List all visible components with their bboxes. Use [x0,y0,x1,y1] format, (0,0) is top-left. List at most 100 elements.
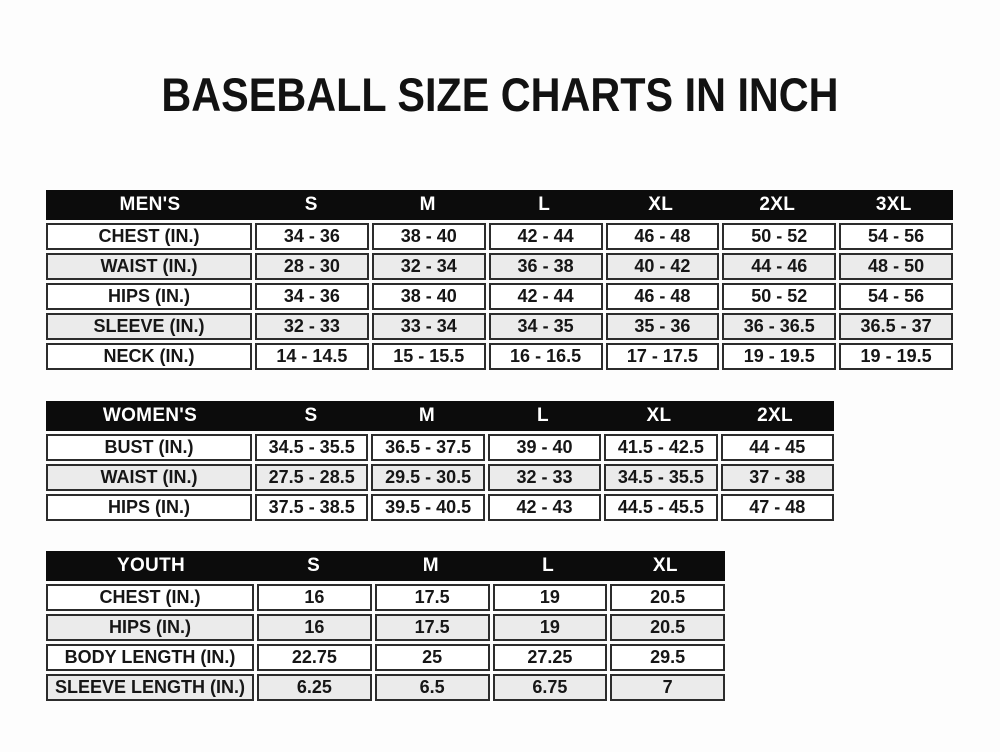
mens-size-table: MEN'S S M L XL 2XL 3XL CHEST (IN.) 34 - … [46,190,953,370]
size-value: 37.5 - 38.5 [255,494,369,521]
table-row: WAIST (IN.) 28 - 30 32 - 34 36 - 38 40 -… [46,253,953,280]
size-value: 40 - 42 [605,253,720,280]
size-value: 16 - 16.5 [488,343,603,370]
size-value: 32 - 33 [255,313,369,340]
size-value: 44 - 46 [722,253,837,280]
size-value: 42 - 43 [487,494,602,521]
size-value: 42 - 44 [488,283,603,310]
size-value: 37 - 38 [720,464,834,491]
size-value: 46 - 48 [605,283,720,310]
table-row: HIPS (IN.) 37.5 - 38.5 39.5 - 40.5 42 - … [46,494,834,521]
size-value: 34 - 36 [255,223,369,250]
size-value: 27.25 [492,644,608,671]
column-header-2xl: 2XL [759,194,796,215]
size-value: 6.25 [257,674,372,701]
size-value: 28 - 30 [255,253,369,280]
size-value: 32 - 34 [371,253,486,280]
row-label: SLEEVE LENGTH (IN.) [46,674,254,701]
row-label: WAIST (IN.) [46,464,252,491]
column-header-l: L [538,194,551,215]
size-value: 29.5 - 30.5 [371,464,485,491]
table-row: SLEEVE LENGTH (IN.) 6.25 6.5 6.75 7 [46,674,725,701]
size-value: 41.5 - 42.5 [604,434,718,461]
size-value: 47 - 48 [720,494,834,521]
size-value: 25 [374,644,490,671]
size-value: 38 - 40 [371,223,486,250]
size-value: 15 - 15.5 [371,343,486,370]
row-label: HIPS (IN.) [46,614,254,641]
size-value: 7 [610,674,725,701]
size-value: 39 - 40 [487,434,602,461]
size-value: 29.5 [610,644,725,671]
column-header-s: S [304,405,318,426]
size-value: 50 - 52 [722,283,837,310]
size-value: 36 - 38 [488,253,603,280]
column-header-m: M [419,194,436,215]
table-row: HIPS (IN.) 34 - 36 38 - 40 42 - 44 46 - … [46,283,953,310]
youth-header-row: YOUTH S M L XL [46,551,725,581]
size-value: 44.5 - 45.5 [604,494,718,521]
column-header-m: M [422,555,439,576]
column-header-l: L [537,405,549,426]
size-value: 6.5 [374,674,490,701]
size-value: 39.5 - 40.5 [371,494,485,521]
size-value: 16 [257,584,372,611]
size-value: 36.5 - 37.5 [371,434,485,461]
size-value: 42 - 44 [488,223,603,250]
row-label: CHEST (IN.) [46,584,254,611]
size-value: 34.5 - 35.5 [255,434,369,461]
row-label: HIPS (IN.) [46,494,252,521]
column-header-s: S [304,194,318,215]
size-value: 38 - 40 [371,283,486,310]
table-row: HIPS (IN.) 16 17.5 19 20.5 [46,614,725,641]
size-value: 35 - 36 [605,313,720,340]
womens-size-table: WOMEN'S S M L XL 2XL BUST (IN.) 34.5 - 3… [46,401,834,521]
column-header-xl: XL [648,194,674,215]
size-value: 54 - 56 [839,283,953,310]
mens-header-row: MEN'S S M L XL 2XL 3XL [46,190,953,220]
column-header-3xl: 3XL [875,194,912,215]
size-value: 17 - 17.5 [605,343,720,370]
womens-header-row: WOMEN'S S M L XL 2XL [46,401,834,431]
column-header-2xl: 2XL [757,405,793,426]
size-value: 6.75 [492,674,608,701]
table-row: BUST (IN.) 34.5 - 35.5 36.5 - 37.5 39 - … [46,434,834,461]
row-label: BUST (IN.) [46,434,252,461]
row-label: CHEST (IN.) [46,223,252,250]
size-value: 46 - 48 [605,223,720,250]
row-label: NECK (IN.) [46,343,252,370]
column-header-xl: XL [652,555,678,576]
column-header-l: L [542,555,555,576]
size-value: 17.5 [374,614,490,641]
youth-size-table: YOUTH S M L XL CHEST (IN.) 16 17.5 19 20… [46,551,725,701]
size-value: 19 [492,614,608,641]
size-value: 34 - 35 [488,313,603,340]
size-value: 33 - 34 [371,313,486,340]
size-value: 36.5 - 37 [839,313,953,340]
size-value: 27.5 - 28.5 [255,464,369,491]
size-value: 19 [492,584,608,611]
column-header-m: M [418,405,436,426]
row-label: SLEEVE (IN.) [46,313,252,340]
column-header-xl: XL [646,405,672,426]
size-value: 19 - 19.5 [839,343,953,370]
table-row: CHEST (IN.) 16 17.5 19 20.5 [46,584,725,611]
size-value: 20.5 [610,584,725,611]
size-value: 50 - 52 [722,223,837,250]
table-title-cell: MEN'S [119,194,181,215]
size-value: 54 - 56 [839,223,953,250]
size-value: 34.5 - 35.5 [604,464,718,491]
row-label: BODY LENGTH (IN.) [46,644,254,671]
size-value: 32 - 33 [487,464,602,491]
table-title-cell: WOMEN'S [102,405,198,426]
size-value: 17.5 [374,584,490,611]
table-row: BODY LENGTH (IN.) 22.75 25 27.25 29.5 [46,644,725,671]
size-value: 22.75 [257,644,372,671]
table-row: NECK (IN.) 14 - 14.5 15 - 15.5 16 - 16.5… [46,343,953,370]
table-title-cell: YOUTH [117,555,185,576]
size-value: 44 - 45 [720,434,834,461]
size-value: 34 - 36 [255,283,369,310]
size-value: 19 - 19.5 [722,343,837,370]
size-value: 48 - 50 [839,253,953,280]
